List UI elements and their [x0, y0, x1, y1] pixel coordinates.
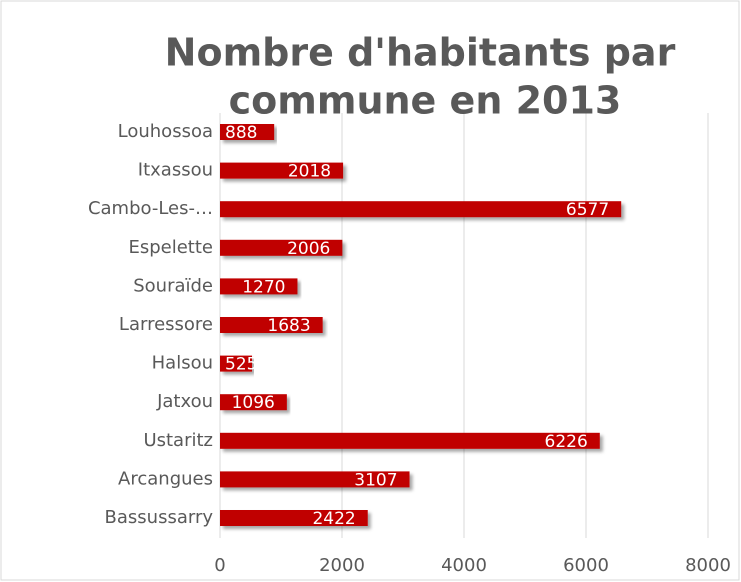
value-label: 2006: [287, 239, 330, 259]
y-tick-label: Souraïde: [133, 275, 213, 296]
x-tick-label: 0: [214, 555, 225, 576]
bar: [220, 162, 344, 179]
chart-title: commune en 2013: [229, 79, 622, 123]
y-tick-label: Itxassou: [138, 160, 213, 181]
value-label: 1683: [267, 316, 310, 336]
bar: [220, 239, 343, 256]
bar: [220, 201, 622, 218]
bar: [220, 278, 298, 295]
chart-title: Nombre d'habitants par: [165, 31, 676, 75]
bar: [220, 510, 368, 526]
bar: [220, 355, 253, 372]
bar: [220, 432, 600, 449]
value-label: 525: [225, 355, 257, 375]
value-label: 6577: [566, 200, 609, 220]
x-tick-label: 8000: [685, 555, 731, 576]
value-label: 6226: [545, 432, 588, 452]
bar: [220, 124, 275, 140]
x-tick-label: 4000: [441, 555, 487, 576]
y-tick-label: Bassussarry: [105, 507, 214, 528]
grid: [219, 113, 709, 538]
y-tick-label: Louhossoa: [118, 121, 213, 142]
bar: [220, 317, 323, 333]
bar: [220, 471, 410, 488]
bar: [220, 394, 287, 411]
y-tick-label: Halsou: [152, 353, 213, 374]
y-tick-label: Arcangues: [118, 468, 213, 489]
y-tick-label: Espelette: [128, 237, 213, 258]
x-tick-label: 2000: [319, 555, 365, 576]
value-label: 3107: [354, 470, 397, 490]
y-tick-label: Ustaritz: [143, 430, 213, 451]
value-label: 1096: [232, 393, 275, 413]
value-label: 888: [225, 123, 257, 143]
y-tick-label: Larressore: [119, 314, 213, 335]
y-tick-label: Cambo-Les-…: [88, 198, 213, 219]
value-label: 1270: [242, 277, 285, 297]
y-tick-label: Jatxou: [156, 391, 213, 412]
value-label: 2422: [312, 509, 355, 529]
x-tick-label: 6000: [563, 555, 609, 576]
value-label: 2018: [288, 162, 331, 182]
